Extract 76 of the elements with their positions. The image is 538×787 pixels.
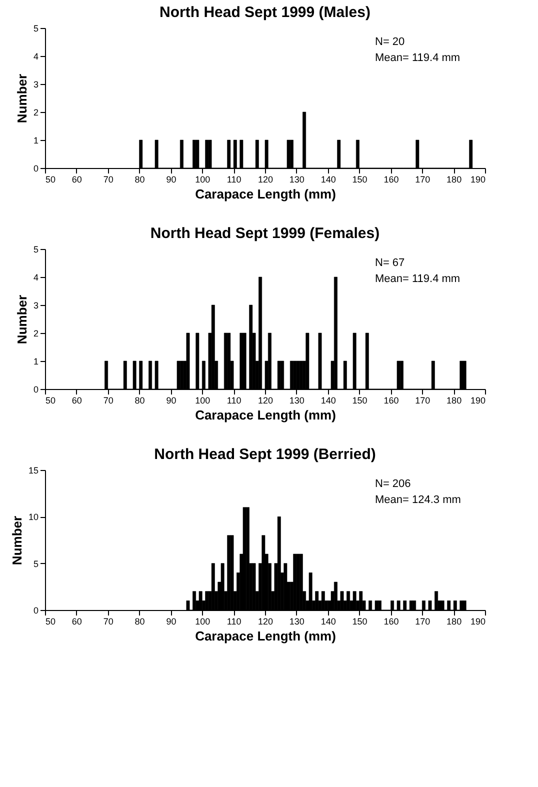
annotation: N= 206 — [375, 478, 411, 490]
x-tick-label: 70 — [103, 396, 114, 406]
y-tick-label: 0 — [33, 164, 38, 174]
x-tick-label: 110 — [226, 616, 242, 626]
x-tick-label: 90 — [166, 174, 176, 184]
annotation: N= 67 — [375, 257, 405, 269]
x-tick-label: 60 — [72, 616, 82, 626]
annotation: Mean= 119.4 mm — [375, 52, 460, 64]
x-tick-label: 80 — [134, 174, 145, 184]
x-tick-label: 100 — [195, 174, 210, 184]
x-tick-label: 140 — [320, 396, 336, 406]
x-axis-title: Carapace Length (mm) — [195, 186, 336, 202]
y-tick-label: 15 — [28, 466, 38, 476]
x-tick-label: 180 — [446, 174, 462, 184]
x-tick-label: 160 — [384, 396, 399, 406]
y-tick-label: 1 — [33, 356, 38, 366]
y-tick-label: 5 — [33, 24, 38, 34]
x-tick-label: 180 — [446, 616, 462, 626]
y-tick-label: 4 — [33, 52, 38, 62]
x-tick-label: 60 — [72, 174, 82, 184]
x-tick-label: 50 — [46, 396, 56, 406]
x-tick-label: 170 — [415, 616, 430, 626]
y-tick-label: 3 — [33, 80, 38, 90]
x-tick-label: 100 — [195, 616, 210, 626]
x-tick-label: 190 — [470, 396, 486, 406]
y-tick-label: 1 — [33, 136, 38, 146]
x-tick-label: 130 — [289, 174, 304, 184]
x-tick-label: 190 — [470, 174, 486, 184]
y-tick-label: 0 — [33, 606, 38, 616]
y-tick-label: 5 — [33, 244, 38, 254]
x-tick-label: 80 — [134, 396, 145, 406]
y-tick-label: 2 — [33, 328, 38, 338]
x-axis-title: Carapace Length (mm) — [195, 628, 336, 644]
y-tick-label: 2 — [33, 108, 38, 118]
y-tick-label: 3 — [33, 300, 38, 310]
y-axis-title: Number — [14, 294, 30, 344]
x-tick-label: 150 — [352, 616, 368, 626]
y-axis-title: Number — [9, 516, 24, 566]
chart-title: North Head Sept 1999 (Males) — [160, 4, 370, 21]
x-tick-label: 150 — [352, 174, 368, 184]
x-tick-label: 50 — [46, 616, 56, 626]
x-tick-label: 50 — [46, 174, 56, 184]
x-tick-label: 90 — [166, 396, 176, 406]
x-tick-label: 170 — [415, 174, 430, 184]
y-tick-label: 4 — [33, 272, 38, 282]
x-tick-label: 80 — [134, 616, 145, 626]
chart-title: North Head Sept 1999 (Berried) — [154, 446, 376, 463]
x-tick-label: 70 — [103, 616, 114, 626]
y-tick-label: 10 — [28, 512, 38, 522]
x-tick-label: 130 — [289, 396, 304, 406]
x-tick-label: 140 — [320, 616, 336, 626]
x-tick-label: 110 — [226, 396, 242, 406]
x-tick-label: 190 — [470, 616, 486, 626]
annotation: Mean= 124.3 mm — [375, 494, 461, 506]
x-tick-label: 70 — [103, 174, 114, 184]
x-tick-label: 120 — [258, 174, 274, 184]
x-tick-label: 140 — [320, 174, 336, 184]
x-tick-label: 120 — [258, 616, 274, 626]
x-tick-label: 160 — [384, 616, 399, 626]
x-tick-label: 180 — [446, 396, 462, 406]
y-axis-title: Number — [14, 74, 30, 124]
y-tick-label: 0 — [33, 384, 38, 394]
x-tick-label: 160 — [384, 174, 399, 184]
x-tick-label: 60 — [72, 396, 82, 406]
x-tick-label: 170 — [415, 396, 430, 406]
annotation: N= 20 — [375, 36, 405, 48]
chart-title: North Head Sept 1999 (Females) — [150, 225, 380, 242]
x-tick-label: 100 — [195, 396, 210, 406]
x-tick-label: 130 — [289, 616, 304, 626]
x-tick-label: 120 — [258, 396, 274, 406]
annotation: Mean= 119.4 mm — [375, 273, 460, 285]
x-axis-title: Carapace Length (mm) — [195, 408, 336, 422]
x-tick-label: 150 — [352, 396, 368, 406]
x-tick-label: 110 — [226, 174, 242, 184]
x-tick-label: 90 — [166, 616, 176, 626]
y-tick-label: 5 — [33, 558, 38, 569]
